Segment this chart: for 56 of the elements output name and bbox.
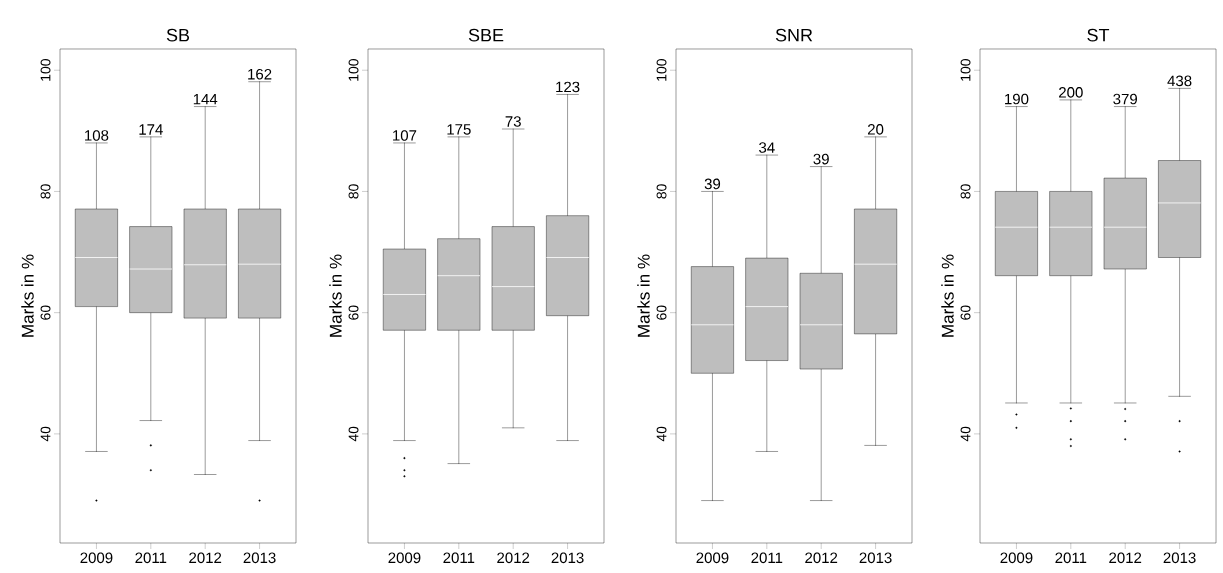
annotation: 200: [1059, 87, 1083, 98]
y-tick-label: 100: [348, 59, 359, 81]
annotation: 438: [1167, 75, 1192, 87]
y-tick-label: 40: [40, 426, 51, 442]
chart-title: ST: [1087, 28, 1110, 42]
x-tick-label: 2009: [1000, 552, 1033, 564]
x-tick-label: 2012: [805, 552, 838, 564]
x-tick-label: 2009: [696, 552, 729, 564]
y-tick-label: 60: [656, 305, 667, 320]
y-tick-label: 60: [40, 305, 51, 320]
annotation: 379: [1113, 93, 1137, 105]
y-axis-title: Marks in %: [941, 254, 954, 337]
annotation: 34: [759, 142, 775, 153]
y-tick-label: 80: [960, 184, 971, 199]
annotation: 108: [85, 130, 109, 141]
y-tick-label: 100: [656, 59, 667, 81]
x-tick-label: 2012: [189, 552, 222, 564]
y-axis-title: Marks in %: [637, 254, 650, 337]
annotation: 123: [556, 81, 580, 93]
annotation: 144: [193, 94, 218, 105]
y-tick-label: 80: [40, 184, 51, 199]
annotation: 39: [813, 153, 829, 165]
y-tick-label: 40: [656, 426, 667, 442]
x-tick-label: 2012: [497, 552, 530, 564]
y-axis-title: Marks in %: [329, 254, 342, 337]
y-tick-label: 60: [960, 305, 971, 320]
x-tick-label: 2011: [443, 552, 475, 564]
y-tick-label: 40: [960, 426, 971, 442]
y-tick-label: 60: [348, 305, 359, 320]
chart-title: SBE: [468, 28, 504, 42]
chart-title: SB: [166, 28, 190, 42]
y-axis-title: Marks in %: [21, 254, 34, 337]
y-tick-label: 40: [348, 426, 359, 442]
x-tick-label: 2009: [80, 552, 113, 564]
annotation: 174: [139, 124, 163, 135]
x-tick-label: 2011: [751, 552, 783, 564]
x-tick-label: 2013: [859, 552, 892, 564]
annotation: 73: [505, 116, 521, 127]
x-tick-label: 2012: [1109, 552, 1142, 564]
x-tick-label: 2013: [243, 552, 276, 564]
y-tick-label: 80: [656, 184, 667, 199]
annotation: 107: [393, 130, 417, 141]
chart-title: SNR: [775, 28, 813, 42]
x-tick-label: 2009: [388, 552, 421, 564]
x-tick-label: 2013: [551, 552, 584, 564]
y-tick-label: 80: [348, 184, 359, 199]
annotation: 175: [447, 124, 471, 135]
x-tick-label: 2013: [1163, 552, 1196, 564]
annotation: 20: [867, 124, 884, 135]
annotation: 190: [1005, 93, 1029, 105]
annotation: 162: [248, 68, 272, 80]
y-tick-label: 100: [40, 59, 51, 81]
annotation: 39: [704, 178, 721, 190]
y-tick-label: 100: [960, 59, 971, 81]
x-tick-label: 2011: [1055, 552, 1087, 564]
x-tick-label: 2011: [135, 552, 167, 564]
